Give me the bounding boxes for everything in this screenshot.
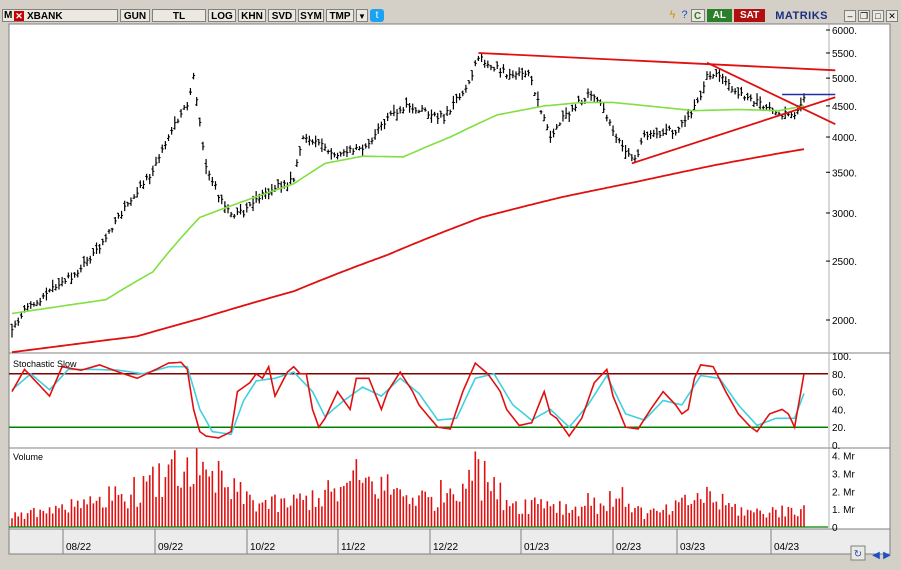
price-panel[interactable] (10, 52, 836, 354)
stochastic-tick-label: 80. (832, 370, 846, 381)
volume-tick-label: 4. Mr (832, 452, 855, 463)
buy-button[interactable]: AL (706, 9, 732, 22)
x-tick-label: 03/23 (680, 542, 705, 553)
minimize-icon[interactable]: – (844, 9, 856, 22)
volume-tick-label: 3. Mr (832, 469, 855, 480)
stochastic-tick-label: 0. (832, 441, 840, 452)
trendline[interactable] (706, 61, 836, 125)
price-tick-label: 5500. (832, 49, 857, 60)
menu-m-label: M (4, 10, 13, 21)
x-tick-label: 01/23 (524, 542, 549, 553)
x-tick-label: 11/22 (341, 542, 366, 553)
price-tick-label: 2000. (832, 316, 857, 327)
x-tick-label: 08/22 (66, 542, 91, 553)
moving-average-short (11, 101, 805, 315)
price-tick-label: 4500. (832, 102, 857, 113)
refresh-icon[interactable] (850, 545, 866, 561)
price-tick-label: 3000. (832, 209, 857, 220)
dropdown-arrow-icon[interactable]: ▼ (356, 9, 368, 22)
period-button[interactable]: GUN (120, 9, 150, 22)
moving-average-long (11, 148, 805, 354)
c-button[interactable]: C (690, 9, 705, 22)
scroll-left-icon[interactable]: ◀ (872, 550, 880, 561)
volume-title: Volume (13, 452, 43, 462)
x-tick-label: 02/23 (616, 542, 641, 553)
x-tick-label: 10/22 (250, 542, 275, 553)
sym-button[interactable]: SYM (298, 9, 324, 22)
currency-button[interactable]: TL (152, 9, 206, 22)
svd-button[interactable]: SVD (268, 9, 296, 22)
sell-button[interactable]: SAT (733, 9, 766, 22)
close-symbol-icon[interactable]: ✕ (14, 11, 24, 21)
price-tick-label: 5000. (832, 74, 857, 85)
axes: 6000. 5500. 5000. 4500. 4000. 3500. 3000. 2500.… (62, 26, 857, 554)
scroll-right-icon[interactable]: ▶ (883, 550, 891, 561)
symbol-label: XBANK (27, 11, 63, 22)
volume-panel[interactable] (9, 448, 828, 528)
twitter-icon[interactable]: t (370, 9, 384, 22)
symbol-selector[interactable]: M ✕ XBANK (2, 9, 118, 22)
stochastic-tick-label: 100. (832, 352, 851, 363)
stochastic-tick-label: 20. (832, 423, 846, 434)
x-tick-label: 12/22 (433, 542, 458, 553)
volume-tick-label: 2. Mr (832, 487, 855, 498)
toolbar: M ✕ XBANK GUN TL LOG KHN SVD SYM TMP ▼ t… (2, 8, 898, 23)
price-tick-label: 6000. (832, 26, 857, 37)
refresh-glyph: ↻ (854, 549, 862, 560)
price-tick-label: 4000. (832, 133, 857, 144)
stochastic-tick-label: 40. (832, 405, 846, 416)
brand-logo: MATRIKS (775, 9, 828, 22)
price-tick-label: 2500. (832, 257, 857, 268)
volume-tick-label: 0 (832, 523, 838, 534)
log-button[interactable]: LOG (208, 9, 236, 22)
stochastic-k-line (11, 361, 805, 439)
stochastic-title: Stochastic Slow (13, 359, 77, 369)
lightning-icon[interactable]: ϟ (669, 9, 676, 21)
price-tick-label: 3500. (832, 168, 857, 179)
trendline[interactable] (478, 52, 836, 72)
tmp-button[interactable]: TMP (326, 9, 354, 22)
maximize-icon[interactable]: □ (872, 9, 884, 22)
help-icon[interactable]: ? (681, 9, 688, 21)
stochastic-panel[interactable] (9, 361, 828, 439)
stochastic-tick-label: 60. (832, 388, 846, 399)
close-window-icon[interactable]: ✕ (886, 9, 898, 22)
x-tick-label: 09/22 (158, 542, 183, 553)
volume-tick-label: 1. Mr (832, 505, 855, 516)
restore-icon[interactable]: ❐ (858, 9, 870, 22)
x-tick-label: 04/23 (774, 542, 799, 553)
khn-button[interactable]: KHN (238, 9, 266, 22)
scroll-controls[interactable]: ↻ ◀ ▶ (850, 545, 891, 561)
